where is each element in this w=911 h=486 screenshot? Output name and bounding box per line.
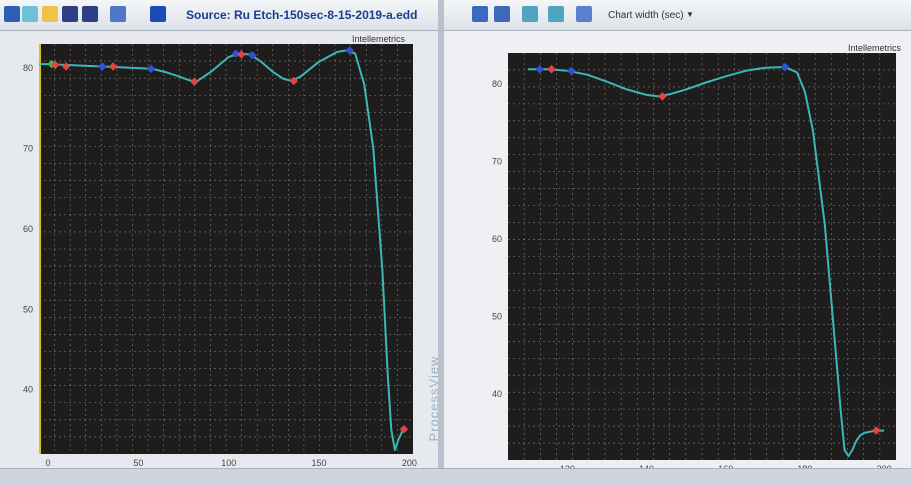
color-icon[interactable] [150, 6, 166, 22]
x-tick-label: 140 [639, 464, 654, 470]
refresh-icon[interactable] [110, 6, 126, 22]
y-tick-label: 60 [23, 224, 33, 234]
fit-2-icon[interactable] [494, 6, 510, 22]
y-tick-label: 40 [23, 385, 33, 395]
cursor-icon[interactable] [548, 6, 564, 22]
save-icon[interactable] [62, 6, 78, 22]
save-as-icon[interactable] [82, 6, 98, 22]
x-tick-label: 100 [221, 458, 236, 468]
left-chart-panel: Source: Ru Etch-150sec-8-15-2019-a.edd I… [0, 0, 438, 485]
y-tick-label: 40 [492, 389, 502, 399]
chart-icon[interactable] [4, 6, 20, 22]
y-tick-label: 70 [492, 157, 502, 167]
y-tick-label: 80 [492, 79, 502, 89]
x-tick-label: 160 [718, 464, 733, 470]
right-chart-panel: Chart width (sec) ▼ Intellemetrics 40 50 6… [444, 0, 911, 485]
brand-label: Intellemetrics [848, 43, 902, 53]
y-tick-label: 70 [23, 144, 33, 154]
chart-width-dropdown[interactable]: Chart width (sec) [608, 10, 684, 21]
peak-icon[interactable] [576, 6, 592, 22]
event-marker[interactable] [146, 64, 156, 74]
fit-3-icon[interactable] [522, 6, 538, 22]
left-toolbar: Source: Ru Etch-150sec-8-15-2019-a.edd [0, 0, 438, 31]
event-marker[interactable] [567, 66, 576, 76]
event-marker[interactable] [658, 92, 667, 101]
event-marker[interactable] [190, 77, 199, 87]
x-tick-label: 200 [402, 458, 417, 468]
x-tick-label: 50 [133, 458, 143, 468]
signal-trace [39, 49, 407, 451]
event-marker[interactable] [345, 46, 355, 55]
source-file-label: Source: Ru Etch-150sec-8-15-2019-a.edd [186, 8, 418, 22]
event-marker[interactable] [51, 60, 60, 70]
right-toolbar: Chart width (sec) ▼ [444, 0, 911, 31]
x-tick-label: 120 [560, 464, 575, 470]
y-tick-label: 50 [492, 312, 502, 322]
y-tick-label: 50 [23, 304, 33, 314]
right-line-chart: 40 50 60 70 80 120 140 160 180 200 [492, 53, 896, 470]
chevron-down-icon[interactable]: ▼ [686, 10, 694, 19]
y-tick-label: 80 [23, 63, 33, 73]
left-line-chart: 40 50 60 70 80 0 50 100 150 200 [23, 44, 417, 468]
event-marker[interactable] [780, 62, 790, 72]
x-tick-label: 200 [877, 464, 892, 470]
panel-divider[interactable] [438, 0, 444, 485]
event-marker[interactable] [247, 51, 257, 60]
open-folder-icon[interactable] [42, 6, 58, 22]
status-bar [0, 468, 911, 486]
x-tick-label: 0 [46, 458, 51, 468]
plot-area[interactable] [508, 53, 896, 460]
event-marker[interactable] [237, 50, 246, 59]
x-tick-label: 180 [797, 464, 812, 470]
fit-icon[interactable] [472, 6, 488, 22]
event-marker[interactable] [289, 76, 298, 86]
processview-side-tab[interactable]: ProcessView [426, 355, 442, 442]
y-tick-label: 60 [492, 234, 502, 244]
event-marker[interactable] [871, 426, 881, 435]
open-folder-icon[interactable] [22, 6, 38, 22]
event-marker[interactable] [231, 49, 241, 58]
event-marker[interactable] [399, 424, 409, 434]
brand-label: Intellemetrics [352, 34, 406, 44]
x-tick-label: 150 [312, 458, 327, 468]
